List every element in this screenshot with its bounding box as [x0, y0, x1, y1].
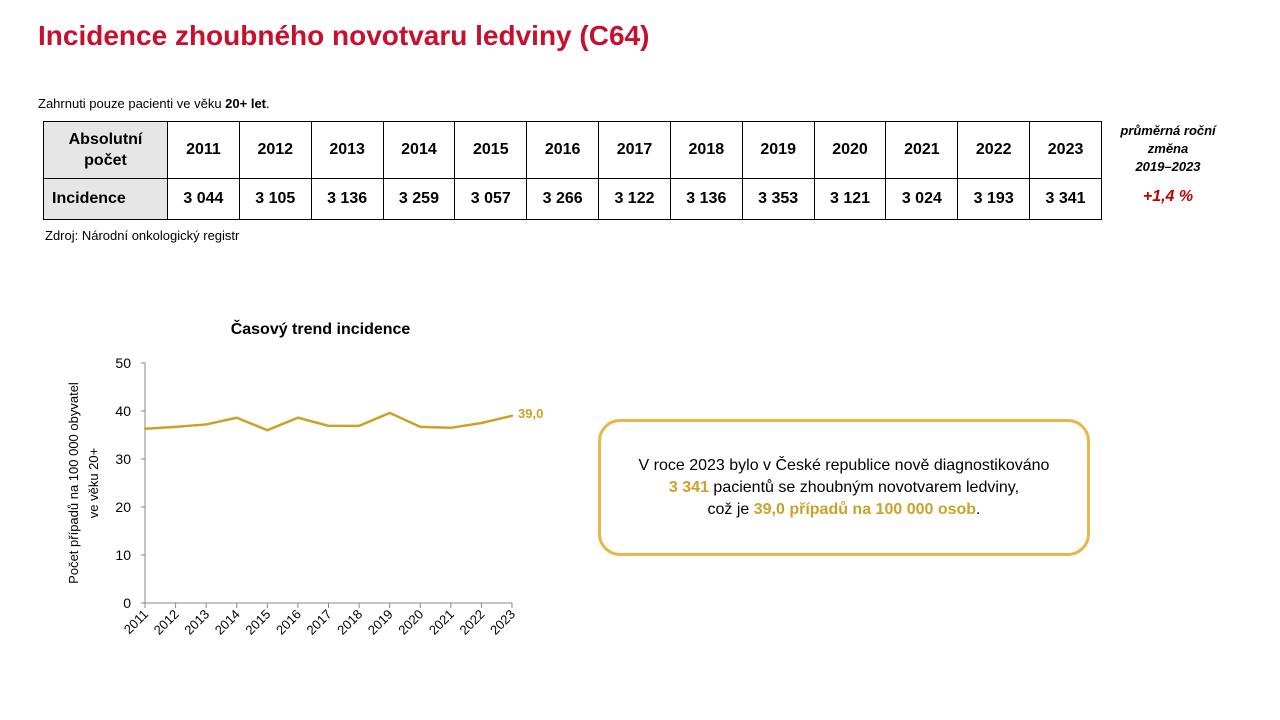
end-value-label: 39,0: [518, 406, 543, 421]
data-point: [235, 416, 238, 419]
source-note: Zdroj: Národní onkologický registr: [45, 228, 240, 243]
x-tick-label: 2018: [334, 607, 365, 638]
table-header-year: 2015: [454, 121, 528, 179]
table-cell-value: 3 353: [741, 178, 815, 220]
x-tick-label: 2022: [456, 607, 487, 638]
table-cell-value: 3 136: [669, 178, 743, 220]
table-header-row: Absolutní počet 2011 2012 2013 2014 2015 2016 2…: [43, 121, 1102, 179]
x-tick-label: 2013: [181, 607, 212, 638]
table-cell-value: 3 024: [885, 178, 959, 220]
table-cell-value: 3 266: [526, 178, 600, 220]
x-tick-label: 2023: [487, 607, 518, 638]
x-tick-label: 2020: [395, 607, 426, 638]
table-header-first: Absolutní počet: [43, 121, 168, 179]
table-cell-value: 3 121: [813, 178, 887, 220]
data-point: [327, 424, 330, 428]
table-header-year: 2018: [669, 121, 743, 179]
summary-text: V roce 2023 bylo v České republice nově …: [639, 455, 1050, 521]
table-row-label: Incidence: [43, 178, 168, 220]
avg-change-label: průměrná roční změna 2019–2023: [1108, 122, 1228, 176]
age-note-prefix: Zahrnuti pouze pacienti ve věku: [38, 96, 226, 111]
table-cell-value: 3 057: [454, 178, 528, 220]
avg-change-value: +1,4 %: [1142, 188, 1194, 205]
x-tick-label: 2012: [151, 607, 182, 638]
summary-callout: V roce 2023 bylo v České republice nově …: [598, 419, 1090, 556]
x-tick-label: 2021: [426, 607, 457, 638]
table-cell-value: 3 044: [167, 178, 240, 220]
table-header-year: 2012: [238, 121, 312, 179]
table-header-year: 2014: [382, 121, 456, 179]
summary-rate: 39,0 případů na 100 000 osob: [753, 500, 977, 518]
table-header-year: 2013: [310, 121, 384, 179]
chart-title: Časový trend incidence: [231, 319, 411, 338]
age-note: Zahrnuti pouze pacienti ve věku 20+ let.: [38, 96, 270, 111]
y-tick-label: 20: [115, 499, 131, 515]
summary-line3-suffix: .: [976, 500, 981, 518]
data-point: [357, 424, 361, 428]
x-tick-label: 2019: [365, 607, 396, 638]
table-cell-value: 3 259: [382, 178, 456, 220]
table-header-year: 2023: [1029, 121, 1102, 179]
avg-change-label-line3: 2019–2023: [1135, 159, 1201, 174]
summary-line3-prefix: což je: [707, 500, 754, 518]
avg-change-label-line2: změna: [1147, 141, 1189, 156]
y-tick-label: 10: [115, 547, 131, 563]
y-tick-label: 50: [115, 355, 131, 371]
incidence-table: Absolutní počet 2011 2012 2013 2014 2015 2016 2…: [43, 121, 1102, 220]
avg-change-label-line1: průměrná roční: [1120, 123, 1216, 138]
table-cell-value: 3 105: [238, 178, 312, 220]
table-header-year: 2017: [598, 121, 671, 179]
data-point: [480, 421, 483, 425]
table-header-year: 2019: [741, 121, 815, 179]
table-cell-value: 3 193: [957, 178, 1031, 220]
table-header-year: 2021: [885, 121, 959, 179]
trend-chart: Časový trend incidence Počet případů na 1…: [40, 310, 580, 670]
table-header-year: 2011: [167, 121, 240, 179]
data-point: [174, 425, 177, 429]
table-cell-value: 3 136: [310, 178, 384, 220]
data-point: [388, 411, 391, 415]
age-note-suffix: .: [266, 96, 270, 111]
table-row: Incidence 3 044 3 105 3 136 3 259 3 057 3 266…: [43, 178, 1102, 220]
x-tick-label: 2017: [304, 607, 335, 638]
data-point: [266, 429, 269, 432]
summary-count: 3 341: [668, 478, 709, 496]
x-tick-label: 2016: [273, 607, 304, 638]
table-cell-value: 3 122: [598, 178, 671, 220]
x-tick-label: 2015: [242, 607, 273, 638]
x-tick-label: 2014: [212, 607, 243, 638]
summary-line1: V roce 2023 bylo v České republice nově …: [638, 456, 1050, 474]
table-header-first-line2: počet: [84, 152, 127, 169]
table-header-year: 2022: [957, 121, 1031, 179]
data-point: [510, 414, 514, 417]
summary-line2: pacientů se zhoubným novotvarem ledviny,: [708, 478, 1020, 496]
table-header-year: 2016: [526, 121, 600, 179]
data-point: [204, 423, 208, 426]
data-point: [143, 427, 147, 430]
table-header-year: 2020: [813, 121, 887, 179]
x-tick-label: 2011: [121, 607, 151, 637]
y-tick-label: 40: [115, 403, 131, 419]
page-title: Incidence zhoubného novotvaru ledviny (C…: [38, 20, 650, 51]
table-cell-value: 3 341: [1029, 178, 1102, 220]
trend-chart-svg: Časový trend incidence Počet případů na 1…: [66, 319, 543, 638]
data-point: [296, 416, 300, 419]
y-tick-label: 30: [115, 451, 131, 467]
y-axis-label-line1: Počet případů na 100 000 obyvatel: [66, 382, 81, 584]
y-axis-label-line2: ve věku 20+: [86, 448, 101, 518]
age-note-bold: 20+ let: [225, 96, 267, 111]
table-header-first-line1: Absolutní: [68, 131, 143, 148]
data-point: [419, 425, 422, 429]
y-tick-label: 0: [123, 595, 131, 611]
series-line: [144, 411, 513, 432]
data-point: [449, 426, 453, 429]
